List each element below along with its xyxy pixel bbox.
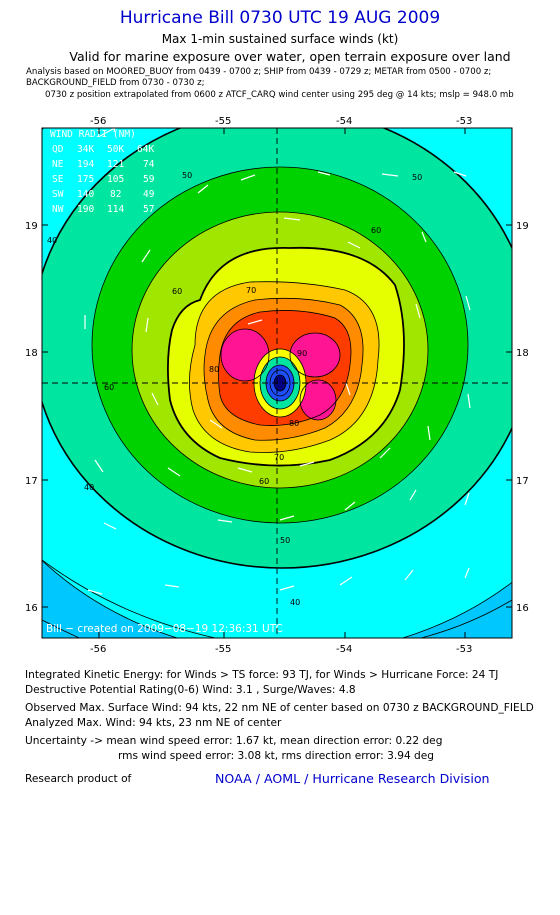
lat-tick-label: 17	[516, 476, 529, 487]
wind-radii-header-qd: QD	[52, 144, 64, 155]
wind-vectors	[84, 128, 471, 595]
lat-tick-label: 16	[25, 603, 38, 614]
lat-tick-label: 18	[25, 348, 38, 359]
contour-label: 80	[209, 365, 219, 374]
contour-label: 60	[259, 477, 269, 486]
contour-label: 60	[104, 383, 114, 392]
lon-tick-label: -56	[90, 116, 106, 127]
wind-radii-value: 140	[77, 189, 94, 200]
wind-radii-quadrant: SW	[52, 189, 64, 200]
axis-ticks	[42, 128, 512, 638]
lat-tick-label: 16	[516, 603, 529, 614]
wind-radii-title: WIND RADII (NM)	[50, 129, 136, 140]
lon-tick-label: -55	[215, 644, 231, 655]
map-subtitle: Max 1-min sustained surface winds (kt)	[161, 32, 399, 46]
lat-tick-label: 19	[516, 221, 529, 232]
wind-radii-header-50k: 50K	[107, 144, 124, 155]
lat-tick-label: 18	[516, 348, 529, 359]
organization-link[interactable]: NOAA / AOML / Hurricane Research Divisio…	[215, 771, 490, 786]
wind-radii-value: 190	[77, 204, 94, 215]
wind-radii-value: 105	[107, 174, 124, 185]
contour-value-labels: 50 50 60 60 40 60 70 80 90 80 70 60 50 4…	[47, 171, 422, 607]
axis-tick-labels: -56 -55 -54 -53 -56 -55 -54 -53 19 18 17…	[25, 116, 529, 655]
contour-label: 60	[172, 287, 182, 296]
contour-label: 40	[47, 236, 57, 245]
lon-tick-label: -56	[90, 644, 106, 655]
destructive-potential: Destructive Potential Rating(0-6) Wind: …	[25, 684, 356, 696]
lon-tick-label: -53	[456, 116, 472, 127]
analyzed-max-wind: Analyzed Max. Wind: 94 kts, 23 nm NE of …	[25, 717, 282, 729]
wind-field-map: 50 50 60 60 40 60 70 80 90 80 70 60 50 4…	[25, 116, 529, 655]
wind-radii-quadrant: NE	[52, 159, 64, 170]
lon-tick-label: -54	[336, 644, 352, 655]
contour-label: 70	[246, 286, 256, 295]
validity-note: Valid for marine exposure over water, op…	[69, 49, 511, 64]
research-product-label: Research product of	[25, 773, 132, 785]
wind-radii-table: WIND RADII (NM) QD 34K 50K 64K NE 194 12…	[50, 129, 155, 215]
creation-credit: Bill − created on 2009−08−19 12:36:31 UT…	[46, 623, 283, 635]
wind-radii-quadrant: SE	[52, 174, 64, 185]
wind-radii-value: 59	[143, 174, 155, 185]
contour-label: 80	[289, 419, 299, 428]
center-crosshair	[42, 128, 512, 638]
contour-label: 50	[182, 171, 192, 180]
wind-radii-value: 57	[143, 204, 154, 215]
wind-radii-header-64k: 64K	[137, 144, 154, 155]
lon-tick-label: -55	[215, 116, 231, 127]
analysis-sources-line-2: BACKGROUND_FIELD from 0730 - 0730 z;	[26, 78, 205, 88]
contour-label: 40	[290, 598, 300, 607]
lat-tick-label: 17	[25, 476, 38, 487]
contour-label: 90	[297, 349, 307, 358]
wind-radii-value: 121	[107, 159, 124, 170]
contour-label: 50	[412, 173, 422, 182]
contour-label: 70	[274, 453, 284, 462]
uncertainty-rms: rms wind speed error: 3.08 kt, rms direc…	[118, 750, 435, 762]
lon-tick-label: -53	[456, 644, 472, 655]
map-title: Hurricane Bill 0730 UTC 19 AUG 2009	[119, 8, 441, 28]
wind-radii-value: 194	[77, 159, 94, 170]
position-note: 0730 z position extrapolated from 0600 z…	[45, 90, 514, 100]
plot-frame	[41, 127, 513, 639]
lat-tick-label: 19	[25, 221, 38, 232]
ike-summary: Integrated Kinetic Energy: for Winds > T…	[25, 669, 499, 681]
contour-label: 40	[84, 483, 94, 492]
lon-tick-label: -54	[336, 116, 352, 127]
wind-radii-quadrant: NW	[52, 204, 64, 215]
observed-max-wind: Observed Max. Surface Wind: 94 kts, 22 n…	[25, 702, 534, 714]
wind-radii-value: 114	[107, 204, 124, 215]
contour-label: 50	[280, 536, 290, 545]
wind-contours: 50 50 60 60 40 60 70 80 90 80 70 60 50 4…	[42, 128, 512, 638]
wind-radii-value: 175	[77, 174, 94, 185]
analysis-sources-line-1: Analysis based on MOORED_BUOY from 0439 …	[26, 67, 492, 77]
contour-label: 60	[371, 226, 381, 235]
wind-radii-value: 82	[110, 189, 121, 200]
wind-radii-value: 49	[143, 189, 155, 200]
wind-radii-header-34k: 34K	[77, 144, 94, 155]
wind-radii-value: 74	[143, 159, 155, 170]
uncertainty-mean: Uncertainty -> mean wind speed error: 1.…	[25, 735, 443, 747]
